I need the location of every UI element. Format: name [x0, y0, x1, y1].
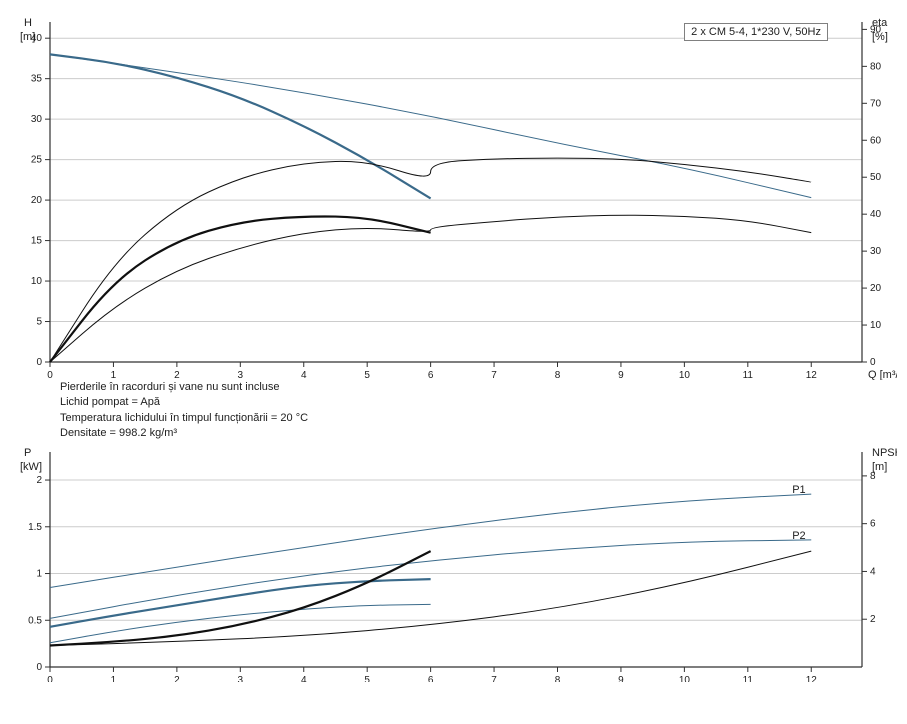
svg-text:10: 10 [31, 276, 43, 287]
svg-text:1: 1 [36, 568, 42, 579]
chart-top: 0123456789101112051015202530354001020304… [10, 10, 897, 380]
svg-text:2: 2 [174, 370, 180, 380]
svg-text:0: 0 [47, 675, 53, 682]
svg-text:2: 2 [36, 475, 42, 486]
svg-text:2: 2 [174, 675, 180, 682]
svg-text:2: 2 [870, 614, 876, 625]
legend-box: 2 x CM 5-4, 1*230 V, 50Hz [684, 23, 828, 41]
svg-text:30: 30 [870, 246, 882, 257]
svg-text:50: 50 [870, 172, 882, 183]
svg-text:[kW]: [kW] [20, 461, 42, 473]
curve-NPSH-single-thick [50, 551, 431, 645]
chart-top-container: 0123456789101112051015202530354001020304… [10, 10, 897, 380]
svg-text:[m]: [m] [872, 461, 887, 473]
chart-bot-container: 012345678910111200.511.522468P[kW]NPSH[m… [10, 442, 897, 682]
svg-text:15: 15 [31, 236, 43, 247]
svg-text:20: 20 [31, 195, 43, 206]
svg-text:60: 60 [870, 135, 882, 146]
svg-text:35: 35 [31, 74, 43, 85]
curve-NPSH-combined [50, 551, 811, 645]
svg-text:0: 0 [36, 357, 42, 368]
series-label: P1 [792, 484, 805, 496]
svg-text:11: 11 [743, 675, 754, 682]
svg-text:6: 6 [870, 518, 876, 529]
svg-text:0.5: 0.5 [28, 615, 42, 626]
svg-text:7: 7 [491, 370, 497, 380]
note-line: Lichid pompat = Apă [60, 395, 897, 410]
svg-text:9: 9 [618, 370, 624, 380]
series-label: P2 [792, 529, 805, 541]
note-line: Pierderile în racorduri și vane nu sunt … [60, 380, 897, 395]
svg-text:H: H [24, 17, 32, 29]
svg-text:[m]: [m] [20, 31, 35, 43]
svg-text:1: 1 [111, 370, 117, 380]
svg-text:1.5: 1.5 [28, 521, 42, 532]
svg-text:8: 8 [555, 675, 561, 682]
curve-H-combined-thin [50, 54, 811, 197]
curve-eta-combined-lower [50, 215, 811, 362]
svg-text:9: 9 [618, 675, 624, 682]
svg-text:7: 7 [491, 675, 497, 682]
svg-text:5: 5 [364, 370, 370, 380]
curve-eta-single-thick [50, 216, 431, 362]
svg-text:12: 12 [806, 370, 818, 380]
svg-text:12: 12 [806, 675, 818, 682]
svg-text:[%]: [%] [872, 31, 888, 43]
svg-text:4: 4 [301, 675, 307, 682]
note-line: Densitate = 998.2 kg/m³ [60, 426, 897, 441]
curve-H-single-thick [50, 54, 431, 198]
svg-text:3: 3 [238, 675, 244, 682]
svg-text:0: 0 [36, 662, 42, 673]
svg-text:40: 40 [870, 209, 882, 220]
svg-text:4: 4 [301, 370, 307, 380]
svg-text:1: 1 [111, 675, 117, 682]
svg-text:20: 20 [870, 283, 882, 294]
pump-label: 2 x CM 5-4, 1*230 V, 50Hz [691, 26, 821, 38]
notes-block: Pierderile în racorduri și vane nu sunt … [60, 380, 897, 442]
svg-text:0: 0 [47, 370, 53, 380]
svg-text:Q [m³/h]: Q [m³/h] [868, 369, 897, 380]
svg-text:eta: eta [872, 17, 888, 29]
svg-text:P: P [24, 447, 31, 459]
svg-text:30: 30 [31, 114, 43, 125]
svg-text:4: 4 [870, 566, 876, 577]
svg-text:3: 3 [238, 370, 244, 380]
svg-text:70: 70 [870, 98, 882, 109]
svg-text:NPSH: NPSH [872, 447, 897, 459]
svg-text:80: 80 [870, 61, 882, 72]
svg-text:25: 25 [31, 155, 43, 166]
svg-text:10: 10 [679, 675, 691, 682]
svg-text:5: 5 [36, 317, 42, 328]
svg-text:5: 5 [364, 675, 370, 682]
svg-text:8: 8 [555, 370, 561, 380]
svg-text:10: 10 [679, 370, 691, 380]
svg-text:0: 0 [870, 357, 876, 368]
svg-text:11: 11 [743, 370, 754, 380]
curve-P1-single-thick [50, 579, 431, 627]
chart-bot: 012345678910111200.511.522468P[kW]NPSH[m… [10, 442, 897, 682]
svg-text:6: 6 [428, 370, 434, 380]
svg-text:10: 10 [870, 320, 882, 331]
note-line: Temperatura lichidului în timpul funcțio… [60, 411, 897, 426]
curve-eta-combined-upper [50, 158, 811, 362]
svg-text:6: 6 [428, 675, 434, 682]
